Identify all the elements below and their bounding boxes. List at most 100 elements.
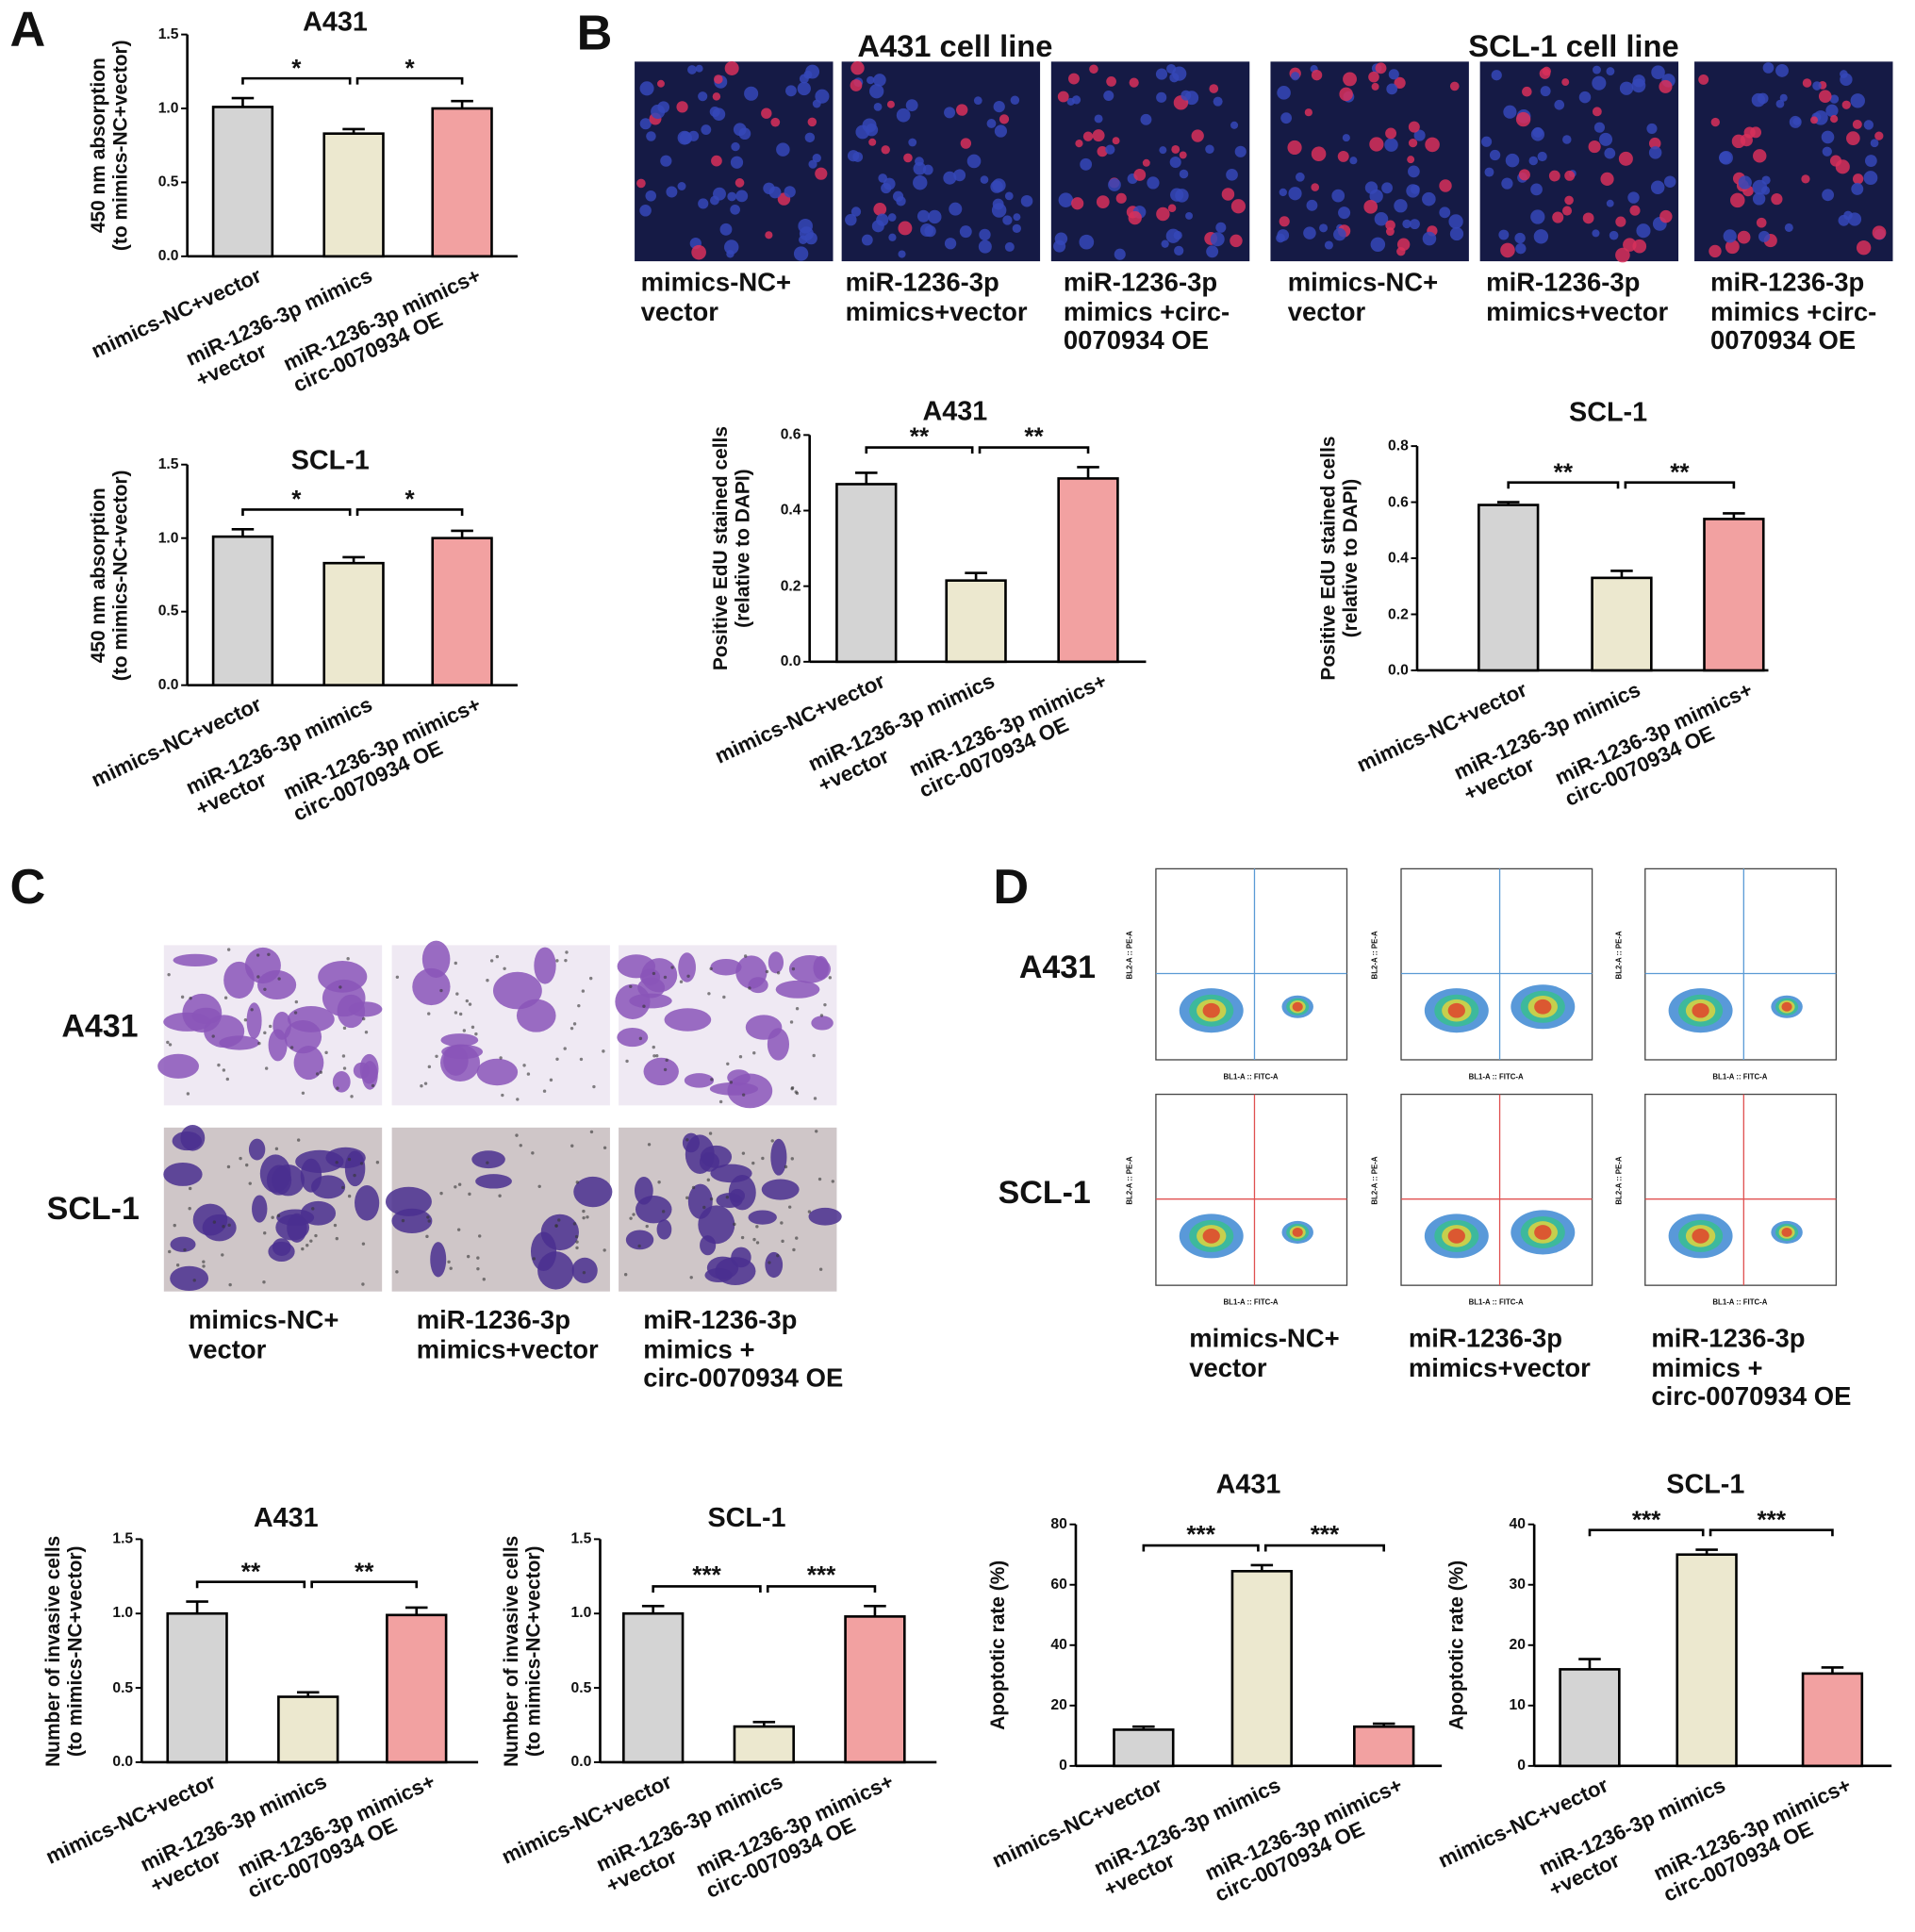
cell-nucleus xyxy=(1324,240,1333,250)
bar xyxy=(431,537,493,686)
y-tick-label: 0.6 xyxy=(780,425,801,443)
cell-nucleus xyxy=(1128,210,1142,225)
y-tick-label: 0.4 xyxy=(780,501,801,519)
cell-nucleus xyxy=(1533,229,1549,244)
cell-nucleus xyxy=(1627,191,1640,204)
y-tick-label: 1.0 xyxy=(157,98,179,117)
cell-nucleus xyxy=(1552,211,1564,223)
cell-nucleus xyxy=(1606,199,1614,207)
error-bar xyxy=(1132,1725,1155,1730)
pore xyxy=(602,1049,605,1053)
pore xyxy=(361,1242,366,1246)
cell-cluster xyxy=(344,1150,366,1187)
panel-label: A xyxy=(9,2,46,58)
pore xyxy=(526,1072,531,1076)
cell-nucleus xyxy=(1631,78,1646,93)
cell-nucleus xyxy=(1082,131,1094,141)
y-tick-label: 1.5 xyxy=(157,25,179,42)
pore xyxy=(192,1279,196,1282)
pore xyxy=(685,1138,689,1142)
cell-nucleus xyxy=(735,178,745,188)
cell-cluster xyxy=(476,1058,519,1086)
pore xyxy=(755,1241,760,1245)
pore xyxy=(256,953,260,957)
pore xyxy=(575,1246,579,1250)
cell-cluster xyxy=(385,1186,432,1216)
cell-nucleus xyxy=(1349,157,1358,165)
cell-cluster xyxy=(571,1257,598,1284)
pore xyxy=(168,1043,173,1047)
cell-cluster xyxy=(684,1073,715,1088)
cell-nucleus xyxy=(1147,176,1160,190)
flow-density xyxy=(1202,1002,1220,1018)
cell-nucleus xyxy=(1343,72,1357,87)
significance-label: *** xyxy=(1310,1521,1340,1549)
cell-nucleus xyxy=(1097,145,1108,157)
flow-y-label: BL2-A :: PE-A xyxy=(1127,1156,1135,1205)
cell-nucleus xyxy=(1375,62,1387,74)
cell-nucleus xyxy=(701,124,712,136)
cell-nucleus xyxy=(1369,137,1384,152)
pore xyxy=(222,1225,225,1229)
cell-cluster xyxy=(475,1174,512,1189)
cell-cluster xyxy=(634,1176,653,1205)
image-caption: miR-1236-3p mimics +circ- 0070934 OE xyxy=(1710,268,1877,355)
cell-cluster xyxy=(223,961,255,999)
pore xyxy=(439,988,443,993)
pore xyxy=(817,1177,822,1181)
cell-nucleus xyxy=(1291,72,1300,81)
cell-nucleus xyxy=(1518,169,1530,181)
cell-nucleus xyxy=(1311,69,1323,81)
pore xyxy=(245,1163,249,1167)
pore xyxy=(516,1098,520,1101)
pore xyxy=(807,1210,812,1214)
pore xyxy=(582,1270,586,1275)
pore xyxy=(439,1191,443,1196)
pore xyxy=(738,1055,743,1059)
y-tick-label: 1.5 xyxy=(112,1529,134,1547)
pore xyxy=(315,1072,320,1076)
pore xyxy=(555,1057,559,1061)
pore xyxy=(629,984,633,988)
cell-cluster xyxy=(471,1150,505,1169)
y-tick-label: 1.5 xyxy=(570,1529,592,1547)
cell-nucleus xyxy=(1311,146,1327,161)
bar xyxy=(835,483,898,664)
group-title: A431 cell line xyxy=(857,29,1053,64)
cell-nucleus xyxy=(713,187,726,201)
cell-nucleus xyxy=(1108,178,1121,191)
cell-nucleus xyxy=(1761,175,1771,185)
cell-cluster xyxy=(252,1195,268,1223)
error-bar xyxy=(864,1605,886,1617)
cell-nucleus xyxy=(1221,188,1235,201)
pore xyxy=(582,1215,586,1220)
pore xyxy=(167,972,171,977)
cell-nucleus xyxy=(1514,232,1526,244)
cell-cluster xyxy=(516,999,556,1032)
cell-nucleus xyxy=(1870,139,1879,148)
cell-nucleus xyxy=(1408,165,1420,178)
cell-cluster xyxy=(272,1164,305,1197)
cell-nucleus xyxy=(1303,226,1316,239)
bar xyxy=(1703,518,1765,672)
pore xyxy=(603,1146,607,1150)
pore xyxy=(498,1194,502,1197)
significance-label: *** xyxy=(1631,1506,1661,1534)
cell-nucleus xyxy=(687,65,697,74)
bar xyxy=(1057,477,1119,664)
pore xyxy=(478,1234,482,1238)
pore xyxy=(642,1004,646,1008)
cell-nucleus xyxy=(1277,229,1290,241)
pore xyxy=(455,992,459,996)
cell-nucleus xyxy=(1213,96,1223,107)
cell-cluster xyxy=(355,1185,380,1221)
significance-label: ** xyxy=(355,1558,374,1586)
cell-nucleus xyxy=(1582,212,1594,224)
cell-nucleus xyxy=(804,232,817,245)
pore xyxy=(741,1151,746,1155)
flow-plot xyxy=(1644,867,1838,1061)
cell-nucleus xyxy=(639,81,654,96)
pore xyxy=(691,1185,696,1190)
significance-label: *** xyxy=(1186,1521,1215,1549)
error-bar xyxy=(855,471,878,485)
